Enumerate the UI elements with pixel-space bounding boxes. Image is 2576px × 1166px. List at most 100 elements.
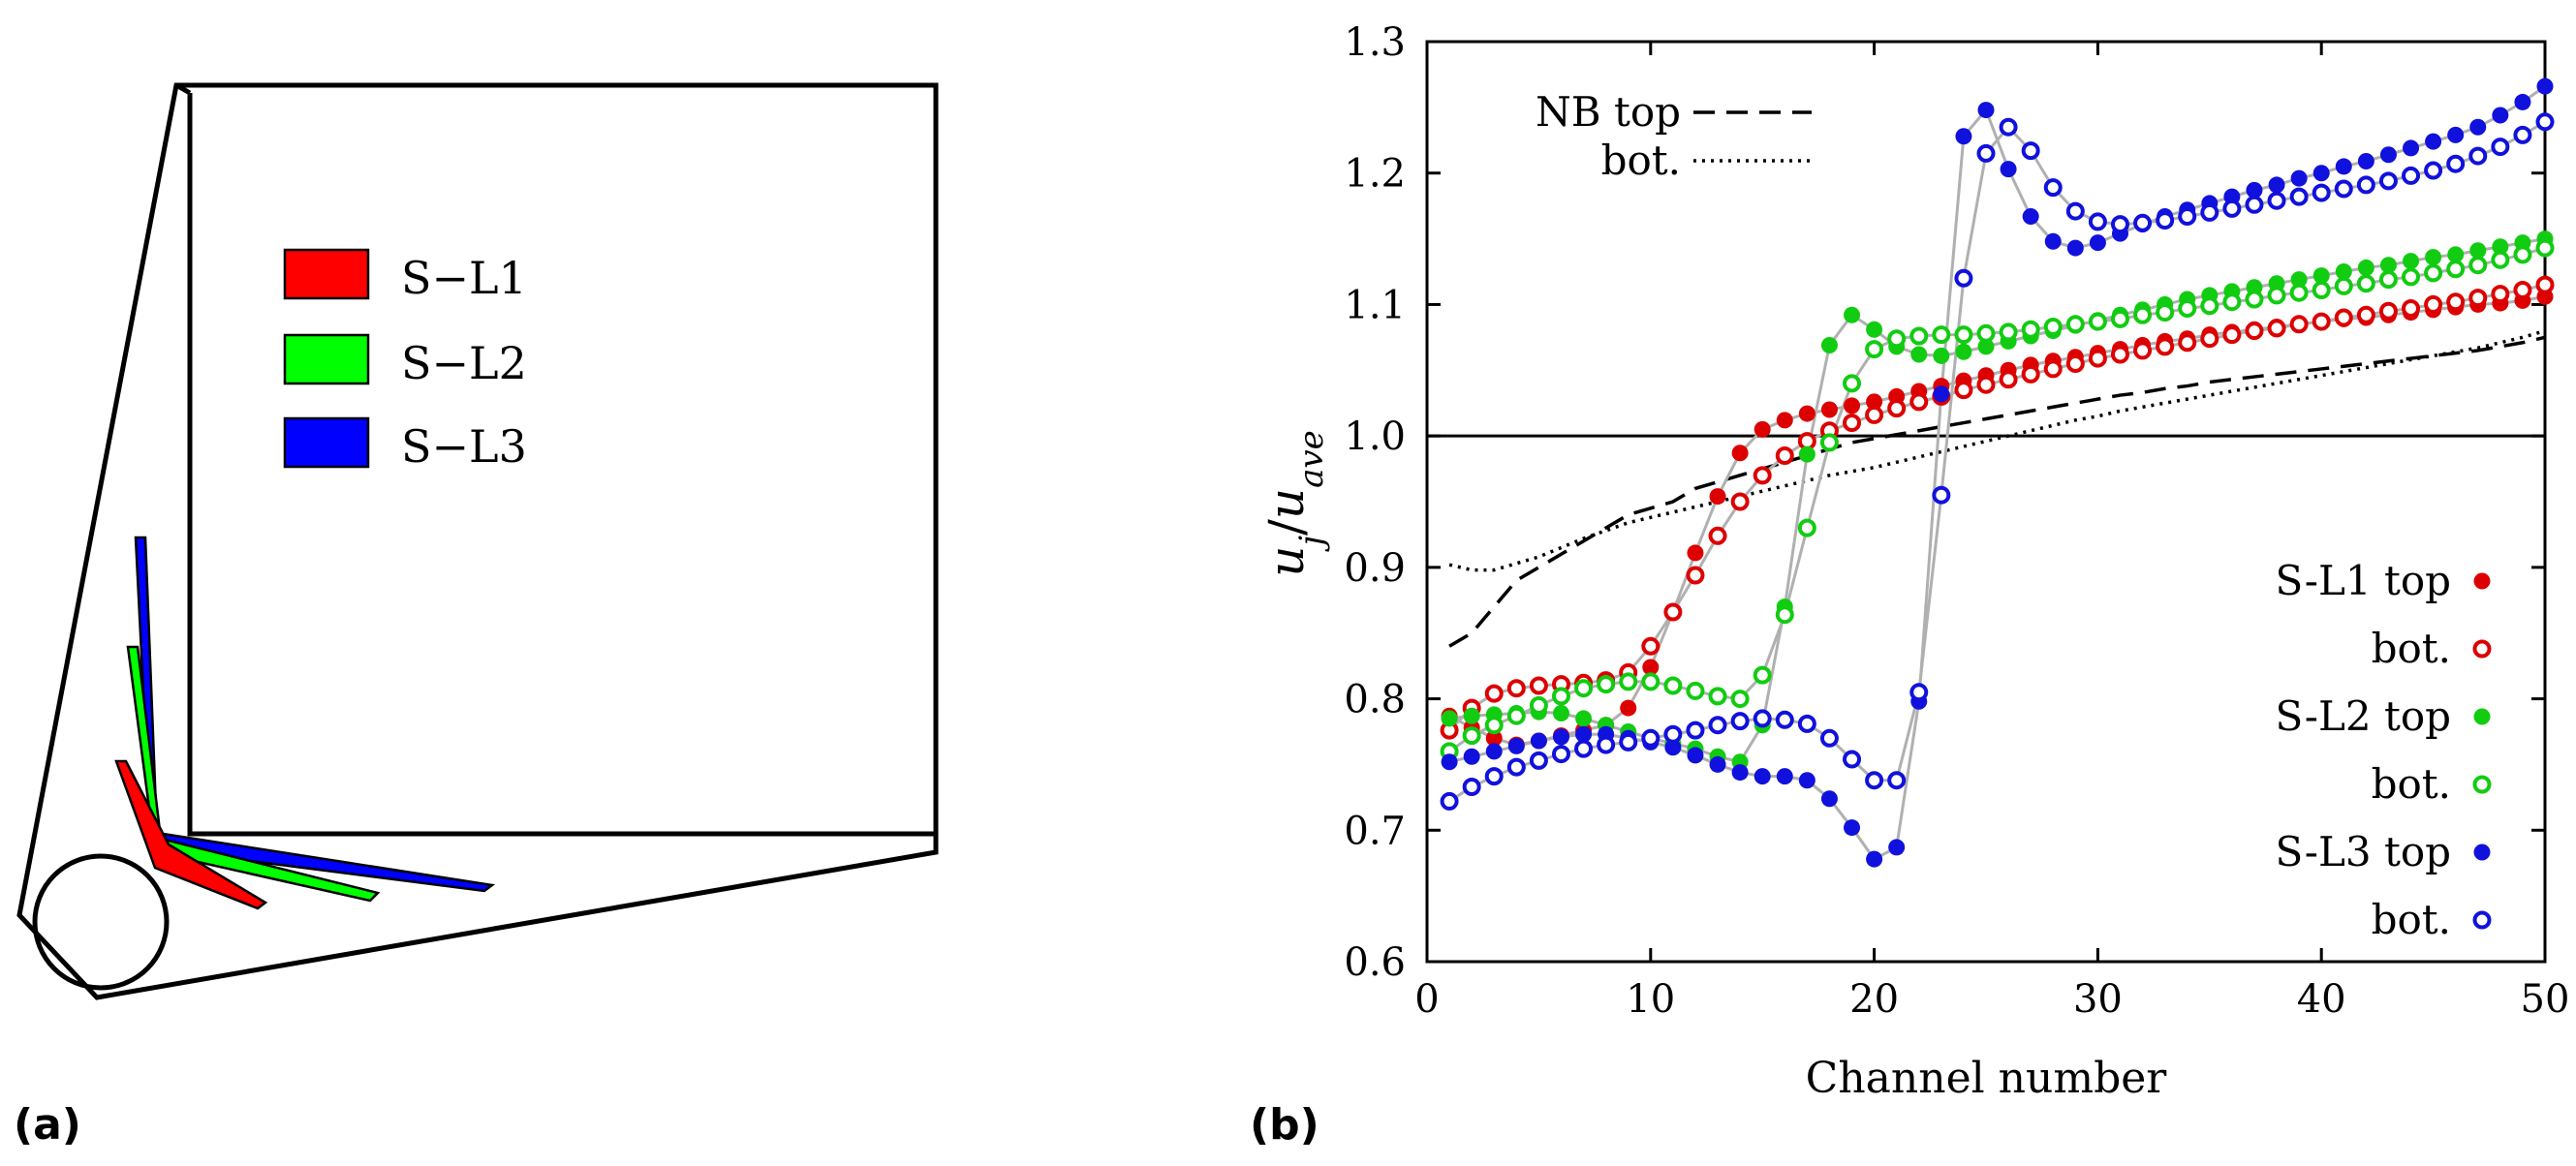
point-s-l1-bot- <box>1708 526 1727 545</box>
point-s-l2-bot- <box>2446 260 2466 279</box>
point-s-l3-top <box>1844 819 1861 837</box>
point-s-l3-bot- <box>2178 207 2197 226</box>
point-s-l3-top <box>1709 755 1726 773</box>
point-s-l1-top <box>1620 699 1637 717</box>
point-s-l1-bot- <box>2446 292 2466 312</box>
point-s-l3-top <box>1731 764 1749 782</box>
legend-sl1-bot-label: bot. <box>2372 625 2451 672</box>
panel-b-chart: 0 10 20 30 40 50 0.6 0.7 0.8 0.9 1.0 1.1 1.2 1.3 Chan… <box>1258 20 2569 1103</box>
point-s-l2-bot- <box>2267 286 2286 305</box>
legend-sl3-bot-marker <box>2472 910 2492 930</box>
point-s-l1-bot- <box>2312 312 2331 331</box>
point-s-l3-top <box>2066 239 2084 257</box>
point-s-l1-top <box>1754 420 1771 438</box>
legend-sl2-top-marker <box>2473 708 2491 725</box>
series-layer <box>1440 77 2555 868</box>
point-s-l3-top <box>1955 128 1972 145</box>
point-s-l2-bot- <box>2110 309 2129 328</box>
point-s-l1-bot- <box>1753 466 1772 485</box>
legend-sl3-top-marker <box>2473 844 2491 861</box>
point-s-l1-bot- <box>1686 566 1705 585</box>
point-s-l2-bot- <box>2468 256 2488 275</box>
point-s-l3-bot- <box>1976 143 1996 163</box>
point-s-l2-bot- <box>2513 245 2532 264</box>
point-s-l2-top <box>1798 445 1816 463</box>
point-s-l1-bot- <box>1663 602 1683 622</box>
legend-label-s-l1: S−L1 <box>401 252 527 304</box>
x-tick-label: 10 <box>1626 977 1675 1022</box>
point-s-l2-bot- <box>2088 312 2107 331</box>
legend-swatch-s-l3 <box>283 416 370 469</box>
point-s-l2-bot- <box>2133 305 2153 324</box>
point-s-l3-top <box>2044 232 2062 250</box>
point-s-l2-top <box>1552 705 1569 721</box>
point-s-l2-top <box>2379 257 2397 274</box>
legend-sl2-bot-label: bot. <box>2372 760 2451 808</box>
y-axis-label: uj/uave <box>1258 430 1331 576</box>
point-s-l2-bot- <box>2356 274 2375 293</box>
point-s-l3-bot- <box>2446 154 2466 173</box>
point-s-l3-top <box>1552 728 1569 746</box>
legend-spacers: S-L1 top bot. S-L2 top bot. S-L3 top bot… <box>2275 557 2492 943</box>
y-tick-label: 1.3 <box>1344 20 1406 65</box>
point-s-l2-bot- <box>1686 681 1705 700</box>
point-s-l1-top <box>1687 544 1704 562</box>
point-s-l3-top <box>1888 839 1906 856</box>
point-s-l2-bot- <box>2334 276 2353 295</box>
x-tick-label: 20 <box>1849 977 1899 1022</box>
point-s-l3-top <box>1507 737 1525 754</box>
point-s-l2-top <box>1820 337 1838 353</box>
point-s-l2-top <box>2403 253 2420 270</box>
point-s-l3-top <box>2335 158 2352 175</box>
legend-nb-bot-label: bot. <box>1601 137 1681 184</box>
point-s-l2-top <box>1933 347 1950 364</box>
point-s-l2-bot- <box>1484 716 1504 735</box>
point-s-l3-bot- <box>1730 712 1750 731</box>
point-s-l2-bot- <box>2535 238 2555 258</box>
point-s-l3-bot- <box>1574 739 1594 758</box>
point-s-l1-bot- <box>2289 315 2309 334</box>
point-s-l3-bot- <box>1932 485 1951 505</box>
legend-swatch-s-l1 <box>283 248 370 300</box>
y-tick-label: 0.7 <box>1344 809 1406 853</box>
point-s-l3-bot- <box>1619 732 1638 752</box>
point-s-l3-bot- <box>2312 183 2331 202</box>
point-s-l3-bot- <box>2043 178 2063 198</box>
legend-sl1-top-marker <box>2473 572 2491 590</box>
point-s-l3-top <box>1530 732 1547 750</box>
point-s-l3-top <box>2492 107 2509 124</box>
point-s-l1-bot- <box>2424 294 2443 314</box>
point-s-l2-bot- <box>1529 695 1548 715</box>
point-s-l1-bot- <box>2200 329 2219 349</box>
point-s-l1-bot- <box>2156 337 2175 356</box>
x-tick-label: 30 <box>2073 977 2123 1022</box>
point-s-l3-top <box>2089 234 2106 252</box>
point-s-l1-bot- <box>2267 319 2286 338</box>
point-s-l2-bot- <box>1730 690 1750 709</box>
point-s-l2-top <box>2447 246 2465 263</box>
point-s-l3-bot- <box>2402 166 2421 185</box>
point-s-l3-bot- <box>2378 171 2398 191</box>
axis-ticks: 0 10 20 30 40 50 0.6 0.7 0.8 0.9 1.0 1.1 1.2 1.3 <box>1344 20 2569 1022</box>
point-s-l2-top <box>2290 271 2308 289</box>
point-s-l2-bot- <box>2222 292 2242 312</box>
point-s-l2-bot- <box>2156 303 2175 322</box>
point-s-l2-bot- <box>1887 329 1907 349</box>
point-s-l3-bot- <box>2200 202 2219 222</box>
point-s-l3-top <box>1754 768 1771 785</box>
point-s-l2-bot- <box>1865 340 1884 359</box>
point-s-l2-bot- <box>1462 726 1481 746</box>
point-s-l1-bot- <box>2110 345 2129 364</box>
point-s-l3-top <box>1664 739 1682 756</box>
point-s-l1-bot- <box>1730 492 1750 511</box>
schematic-legend: S−L1 S−L2 S−L3 <box>283 248 527 473</box>
point-s-l2-top <box>1977 338 1995 355</box>
point-s-l2-bot- <box>2245 290 2264 309</box>
point-s-l2-bot- <box>1797 518 1816 537</box>
legend-sl1-top-label: S-L1 top <box>2275 557 2451 604</box>
point-s-l1-top <box>1820 401 1838 418</box>
point-s-l1-bot- <box>1843 414 1862 433</box>
point-s-l2-top <box>1463 707 1480 724</box>
point-s-l2-bot- <box>1708 687 1727 706</box>
